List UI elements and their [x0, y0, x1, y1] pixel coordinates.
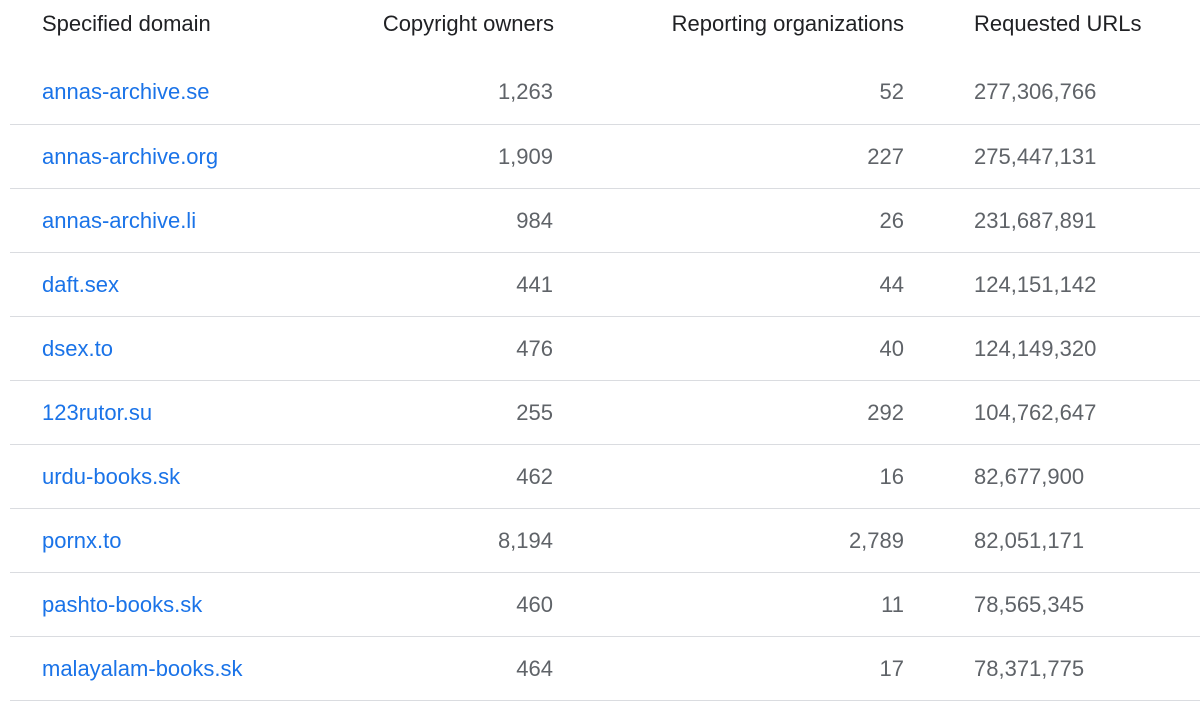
domain-link[interactable]: annas-archive.org: [42, 143, 219, 169]
reporting-organizations-value: 40: [879, 335, 904, 361]
copyright-owners-value: 460: [516, 591, 553, 617]
domain-link[interactable]: annas-archive.li: [42, 207, 197, 233]
table-row: daft.sex 441 44 124,151,142: [10, 253, 1200, 317]
requested-urls-value: 275,447,131: [974, 143, 1097, 169]
table-row: annas-archive.org 1,909 227 275,447,131: [10, 125, 1200, 189]
reporting-organizations-value: 292: [867, 399, 904, 425]
table-row: annas-archive.li 984 26 231,687,891: [10, 189, 1200, 253]
header-requested-urls[interactable]: Requested URLs: [974, 11, 1142, 36]
requested-urls-value: 231,687,891: [974, 207, 1097, 233]
copyright-owners-value: 1,263: [497, 79, 553, 104]
copyright-owners-value: 462: [516, 463, 553, 489]
table-row: pashto-books.sk 460 11 78,565,345: [10, 573, 1200, 637]
requested-urls-value: 82,677,900: [974, 463, 1085, 489]
domain-link[interactable]: 123rutor.su: [42, 399, 153, 425]
copyright-owners-value: 464: [516, 655, 553, 681]
reporting-organizations-value: 11: [881, 591, 904, 617]
header-reporting-organizations[interactable]: Reporting organizations: [671, 11, 904, 36]
requested-urls-value: 124,151,142: [974, 271, 1097, 297]
requested-urls-value: 277,306,766: [974, 79, 1097, 104]
requested-urls-value: 82,051,171: [974, 527, 1085, 553]
domain-link[interactable]: malayalam-books.sk: [42, 655, 243, 681]
requested-urls-value: 104,762,647: [974, 399, 1097, 425]
reporting-organizations-value: 44: [879, 271, 904, 297]
requested-urls-value: 124,149,320: [974, 335, 1097, 361]
domain-link[interactable]: annas-archive.se: [42, 79, 210, 104]
domains-table: Specified domain Copyright owners Report…: [10, 0, 1200, 701]
reporting-organizations-value: 2,789: [848, 527, 904, 553]
domain-link[interactable]: daft.sex: [42, 271, 120, 297]
table-row: pornx.to 8,194 2,789 82,051,171: [10, 509, 1200, 573]
table-header: Specified domain Copyright owners Report…: [10, 0, 1200, 60]
requested-urls-value: 78,565,345: [974, 591, 1085, 617]
table-row: malayalam-books.sk 464 17 78,371,775: [10, 637, 1200, 701]
table-row: dsex.to 476 40 124,149,320: [10, 317, 1200, 381]
copyright-owners-value: 984: [516, 207, 553, 233]
copyright-owners-value: 8,194: [497, 527, 553, 553]
requested-urls-value: 78,371,775: [974, 655, 1085, 681]
reporting-organizations-value: 16: [879, 463, 904, 489]
copyright-owners-value: 476: [516, 335, 553, 361]
domain-link[interactable]: urdu-books.sk: [42, 463, 181, 489]
domain-link[interactable]: pornx.to: [42, 527, 122, 553]
header-copyright-owners[interactable]: Copyright owners: [382, 11, 554, 36]
copyright-owners-value: 441: [516, 271, 553, 297]
domain-link[interactable]: dsex.to: [42, 335, 113, 361]
copyright-owners-value: 1,909: [497, 143, 553, 169]
table-row: annas-archive.se 1,263 52 277,306,766: [10, 60, 1200, 125]
table-row: urdu-books.sk 462 16 82,677,900: [10, 445, 1200, 509]
domain-link[interactable]: pashto-books.sk: [42, 591, 203, 617]
header-specified-domain[interactable]: Specified domain: [42, 11, 211, 36]
reporting-organizations-value: 227: [867, 143, 904, 169]
reporting-organizations-value: 52: [879, 79, 904, 104]
reporting-organizations-value: 17: [879, 655, 904, 681]
copyright-owners-value: 255: [516, 399, 553, 425]
table-row: 123rutor.su 255 292 104,762,647: [10, 381, 1200, 445]
reporting-organizations-value: 26: [879, 207, 904, 233]
